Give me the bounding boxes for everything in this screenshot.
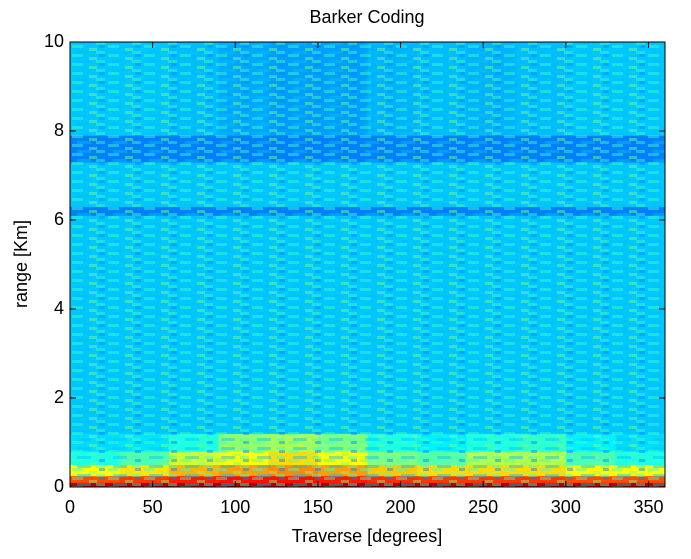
- y-tick-label: 10: [44, 31, 64, 51]
- y-tick-label: 0: [54, 476, 64, 496]
- x-axis-label: Traverse [degrees]: [292, 526, 442, 546]
- plot-frame: [69, 41, 666, 488]
- x-tick-label: 100: [220, 497, 250, 517]
- x-tick-label: 150: [303, 497, 333, 517]
- x-tick-label: 0: [65, 497, 75, 517]
- y-tick-label: 8: [54, 120, 64, 140]
- texture: [70, 42, 665, 487]
- x-tick-label: 250: [468, 497, 498, 517]
- chart-title: Barker Coding: [309, 7, 424, 27]
- y-axis-label: range [Km]: [11, 220, 31, 308]
- x-tick-label: 200: [386, 497, 416, 517]
- x-tick-label: 50: [143, 497, 163, 517]
- y-tick-label: 6: [54, 209, 64, 229]
- x-tick-label: 350: [633, 497, 663, 517]
- x-tick-label: 300: [551, 497, 581, 517]
- y-tick-label: 2: [54, 387, 64, 407]
- y-tick-label: 4: [54, 298, 64, 318]
